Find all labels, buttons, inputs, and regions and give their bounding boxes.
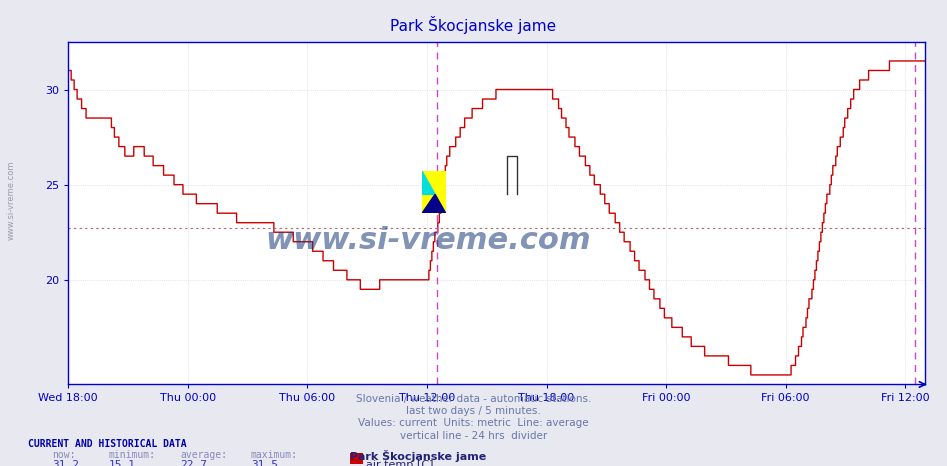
Text: last two days / 5 minutes.: last two days / 5 minutes. <box>406 406 541 416</box>
Text: vertical line - 24 hrs  divider: vertical line - 24 hrs divider <box>400 431 547 440</box>
Text: air temp.[C]: air temp.[C] <box>366 460 434 466</box>
Text: now:: now: <box>52 450 76 459</box>
Text: www.si-vreme.com: www.si-vreme.com <box>7 161 16 240</box>
Text: 31.5: 31.5 <box>251 460 278 466</box>
Text: minimum:: minimum: <box>109 450 156 459</box>
Text: average:: average: <box>180 450 227 459</box>
Text: maximum:: maximum: <box>251 450 298 459</box>
Text: CURRENT AND HISTORICAL DATA: CURRENT AND HISTORICAL DATA <box>28 439 188 449</box>
Text: Park Škocjanske jame: Park Škocjanske jame <box>350 450 487 462</box>
Text: 22.7: 22.7 <box>180 460 207 466</box>
Polygon shape <box>422 194 446 213</box>
Text: Slovenia / weather data - automatic stations.: Slovenia / weather data - automatic stat… <box>356 394 591 404</box>
Text: 15.1: 15.1 <box>109 460 136 466</box>
Text: Values: current  Units: metric  Line: average: Values: current Units: metric Line: aver… <box>358 418 589 428</box>
Text: www.si-vreme.com: www.si-vreme.com <box>265 226 591 255</box>
Text: Park Škocjanske jame: Park Škocjanske jame <box>390 16 557 34</box>
Text: 31.2: 31.2 <box>52 460 80 466</box>
Polygon shape <box>422 171 435 194</box>
